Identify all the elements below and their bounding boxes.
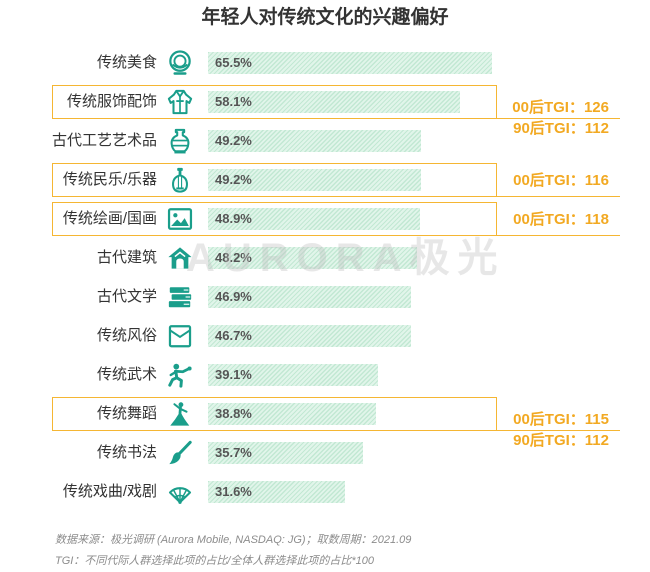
value-label-6: 48.2%: [215, 250, 252, 265]
callout-line-4: [495, 195, 620, 197]
martial-arts-icon: [167, 362, 193, 388]
value-label-9: 39.1%: [215, 367, 252, 382]
footnote-source: 数据来源：极光调研 (Aurora Mobile, NASDAQ: JG)；取数…: [55, 534, 412, 546]
value-label-11: 35.7%: [215, 445, 252, 460]
house-icon: [167, 245, 193, 271]
painting-icon: [167, 206, 193, 232]
value-label-5: 48.9%: [215, 211, 252, 226]
value-label-3: 49.2%: [215, 133, 252, 148]
highlight-box-10: [52, 397, 497, 431]
highlight-box-4: [52, 163, 497, 197]
category-label-7: 古代文学: [96, 288, 157, 305]
category-label-9: 传统武术: [96, 366, 157, 383]
value-label-12: 31.6%: [215, 484, 252, 499]
category-label-6: 古代建筑: [96, 249, 157, 266]
value-label-8: 46.7%: [215, 328, 252, 343]
tgi-label-2-2: 90后TGI：112: [513, 120, 609, 137]
vase-icon: [167, 128, 193, 154]
bar-2: [208, 91, 460, 113]
value-label-4: 49.2%: [215, 172, 252, 187]
bar-3: [208, 130, 422, 152]
footnote-tgi-definition: TGI：不同代际人群选择此项的占比/全体人群选择此项的占比*100: [55, 555, 375, 567]
chart-title: 年轻人对传统文化的兴趣偏好: [201, 7, 449, 28]
fan-icon: [167, 479, 193, 505]
bar-10: [208, 403, 377, 425]
tgi-label-10-2: 90后TGI：112: [513, 432, 609, 449]
tgi-label-4-1: 00后TGI：116: [513, 172, 609, 189]
category-label-10: 传统舞蹈: [96, 405, 157, 422]
category-label-3: 古代工艺艺术品: [51, 132, 157, 149]
highlight-box-5: [52, 202, 497, 236]
category-label-2: 传统服饰配饰: [66, 93, 157, 110]
value-label-10: 38.8%: [215, 406, 252, 421]
bar-8: [208, 325, 411, 347]
value-label-7: 46.9%: [215, 289, 252, 304]
category-label-1: 传统美食: [96, 54, 157, 71]
category-label-4: 传统民乐/乐器: [62, 171, 157, 188]
books-icon: [167, 284, 193, 310]
bar-6: [208, 247, 417, 269]
category-label-5: 传统绘画/国画: [62, 210, 157, 227]
bar-11: [208, 442, 363, 464]
bar-4: [208, 169, 422, 191]
callout-line-2: [495, 117, 620, 119]
tgi-label-2-1: 00后TGI：126: [512, 99, 609, 116]
callout-line-10: [495, 429, 620, 431]
tgi-label-5-1: 00后TGI：118: [513, 211, 609, 228]
bar-5: [208, 208, 420, 230]
category-label-11: 传统书法: [96, 444, 157, 461]
pipa-icon: [167, 167, 193, 193]
brush-icon: [167, 440, 193, 466]
bar-7: [208, 286, 412, 308]
category-label-8: 传统风俗: [96, 327, 157, 344]
category-label-12: 传统戏曲/戏剧: [62, 483, 157, 500]
bar-1: [208, 52, 492, 74]
tgi-label-10-1: 00后TGI：115: [513, 411, 609, 428]
bar-12: [208, 481, 345, 503]
bowl-icon: [167, 50, 193, 76]
dancer-icon: [167, 401, 193, 427]
callout-line-5: [495, 234, 620, 236]
robe-icon: [167, 89, 193, 115]
value-label-2: 58.1%: [215, 94, 252, 109]
value-label-1: 65.5%: [215, 55, 252, 70]
highlight-box-2: [52, 85, 497, 119]
envelope-icon: [167, 323, 193, 349]
bar-9: [208, 364, 378, 386]
